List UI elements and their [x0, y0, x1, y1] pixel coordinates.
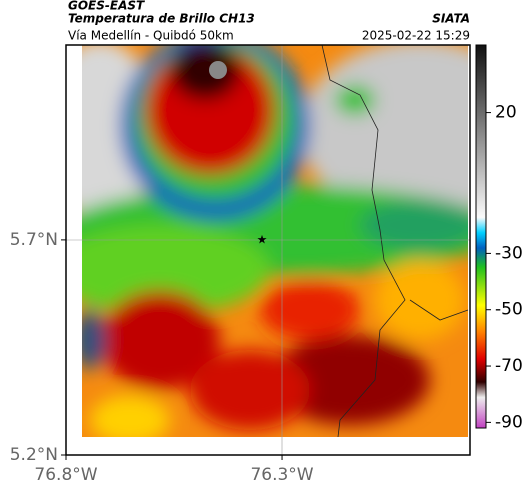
colorbar-tick-label: 20 — [495, 103, 517, 123]
border-line — [409, 299, 469, 321]
colorbar-tick-label: -30 — [495, 243, 523, 263]
colorbar — [475, 44, 487, 429]
cold-top — [209, 61, 227, 79]
y-tick-label: 5.2°N — [10, 445, 58, 465]
source: SIATA — [432, 12, 470, 26]
border-line — [321, 44, 406, 438]
subtitle: Temperatura de Brillo CH13 — [68, 12, 255, 26]
datetime: 2025-02-22 15:29 — [362, 29, 470, 43]
colorbar-tick-label: -50 — [495, 300, 523, 320]
y-tick-label: 5.7°N — [10, 230, 58, 250]
title: GOES-EAST — [68, 0, 145, 13]
x-tick-label: 76.8°W — [34, 465, 97, 485]
route: Vía Medellín - Quibdó 50km — [68, 29, 234, 43]
colorbar-tick-label: -90 — [495, 412, 523, 432]
station-star: ★ — [257, 233, 268, 247]
satellite-image — [82, 45, 468, 437]
colorbar-tick-label: -70 — [495, 356, 523, 376]
map-frame — [65, 44, 471, 456]
x-tick-label: 76.3°W — [250, 465, 313, 485]
